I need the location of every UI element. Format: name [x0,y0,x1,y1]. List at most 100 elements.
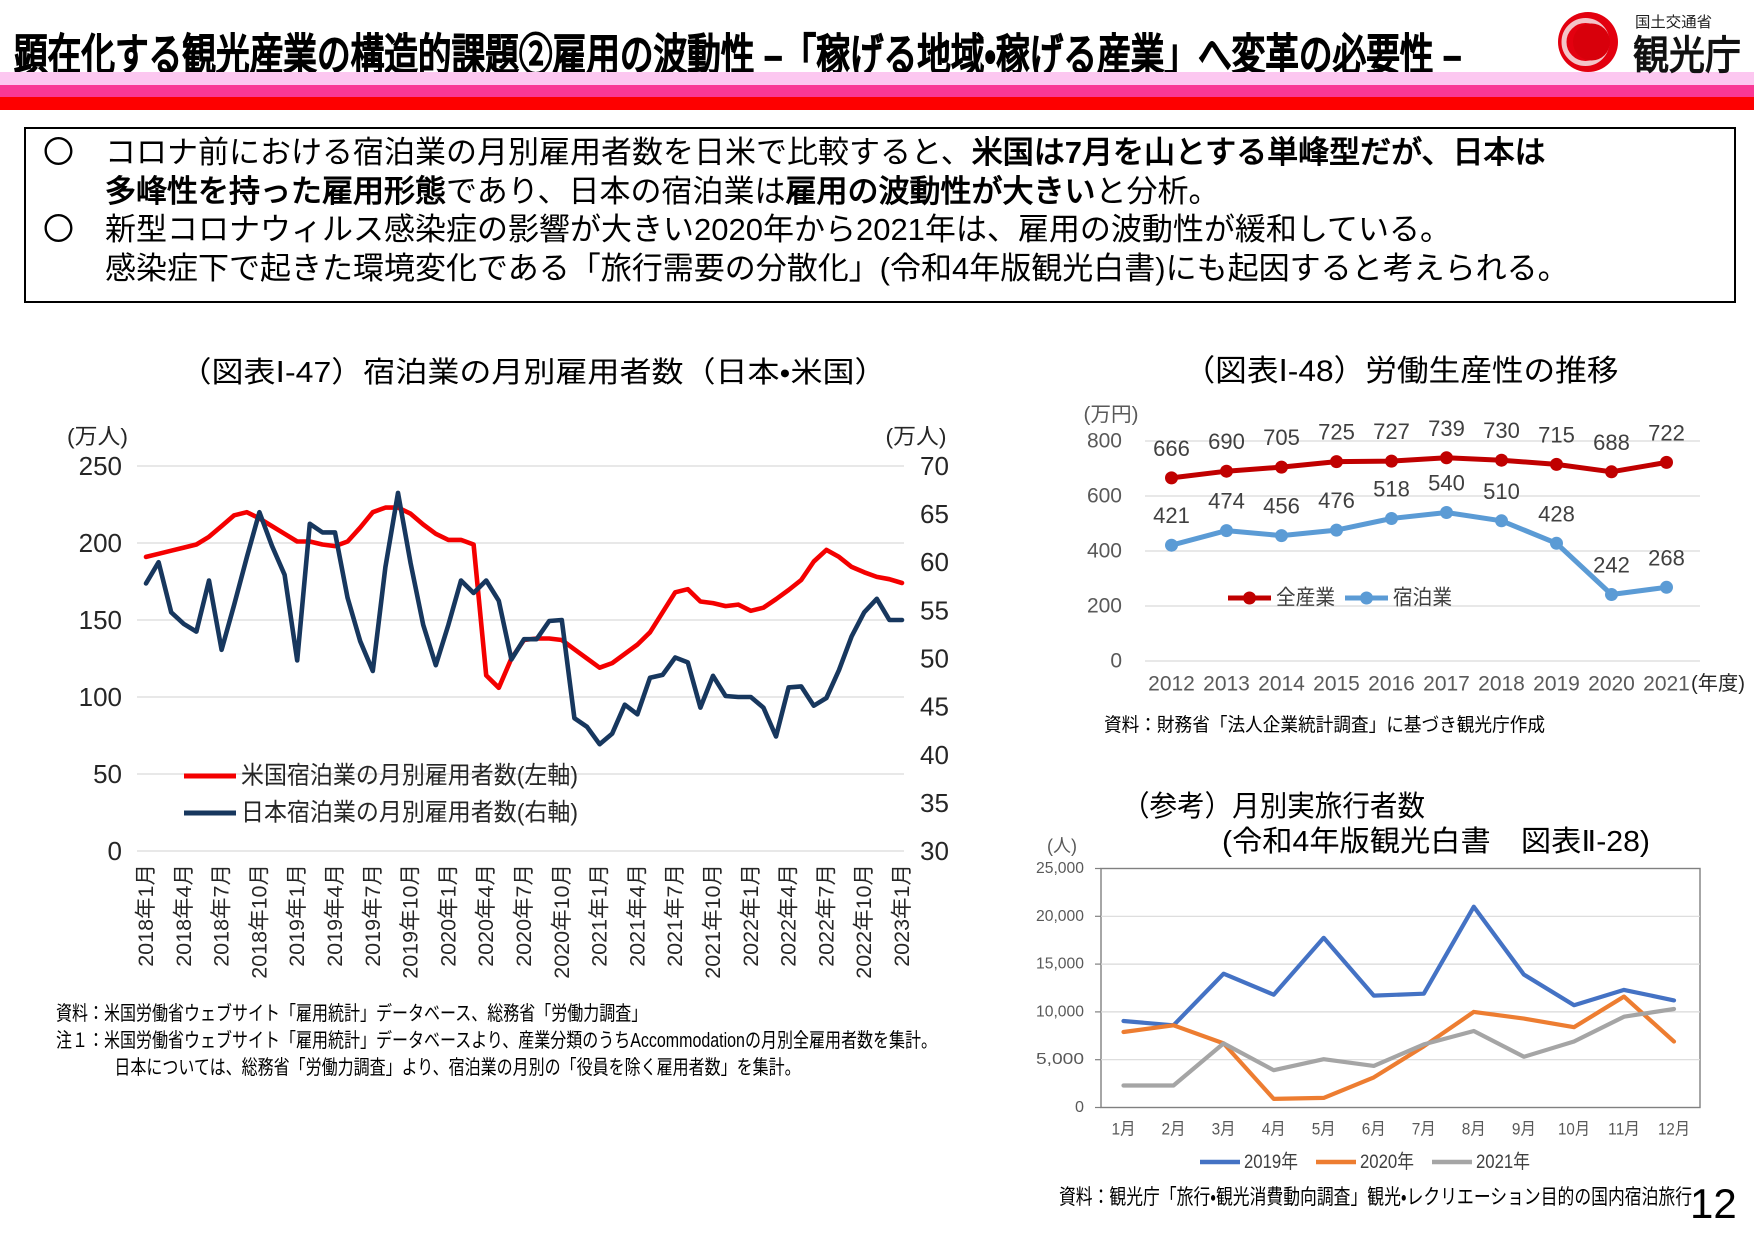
svg-text:2021年: 2021年 [1476,1151,1530,1173]
svg-text:2015: 2015 [1313,673,1360,696]
svg-text:45: 45 [920,692,949,722]
svg-text:2017: 2017 [1423,673,1470,696]
svg-text:2018年1月: 2018年1月 [134,864,158,967]
svg-text:600: 600 [1087,485,1122,508]
svg-text:2021: 2021 [1643,673,1690,696]
svg-text:3月: 3月 [1212,1120,1236,1139]
svg-text:400: 400 [1087,540,1122,563]
svg-text:690: 690 [1208,429,1245,454]
svg-text:2019年4月: 2019年4月 [323,864,347,967]
svg-text:55: 55 [920,595,949,625]
svg-text:2020年1月: 2020年1月 [436,864,460,967]
svg-text:268: 268 [1648,545,1685,570]
svg-text:5月: 5月 [1312,1120,1336,1139]
svg-text:15,000: 15,000 [1036,956,1084,973]
svg-text:242: 242 [1593,553,1630,578]
svg-text:200: 200 [1087,595,1122,618]
svg-text:宿泊業: 宿泊業 [1393,587,1452,610]
svg-text:2022年10月: 2022年10月 [852,864,876,979]
svg-text:(年度): (年度) [1691,672,1745,695]
svg-text:2020年7月: 2020年7月 [512,864,536,967]
svg-text:739: 739 [1428,416,1465,441]
svg-text:0: 0 [1075,1099,1084,1116]
svg-text:715: 715 [1538,422,1575,447]
svg-text:476: 476 [1318,488,1355,513]
svg-text:1月: 1月 [1112,1120,1136,1139]
svg-text:(万人): (万人) [886,424,947,449]
svg-text:421: 421 [1153,503,1190,528]
svg-text:666: 666 [1153,436,1190,461]
svg-text:(万人): (万人) [67,424,128,449]
svg-text:日本宿泊業の月別雇用者数(右軸): 日本宿泊業の月別雇用者数(右軸) [241,799,578,827]
svg-text:730: 730 [1483,418,1520,443]
svg-text:428: 428 [1538,501,1575,526]
svg-text:200: 200 [79,528,122,558]
svg-text:（図表Ⅰ-47）宿泊業の月別雇用者数（日本・米国）: （図表Ⅰ-47）宿泊業の月別雇用者数（日本・米国） [180,356,887,389]
svg-text:(万円): (万円) [1084,404,1139,426]
svg-text:150: 150 [79,605,122,635]
svg-text:全産業: 全産業 [1276,587,1335,610]
svg-text:60: 60 [920,547,949,577]
svg-text:70: 70 [920,451,949,481]
svg-text:0: 0 [1110,650,1122,673]
svg-text:35: 35 [920,788,949,818]
svg-text:（図表Ⅰ-48）労働生産性の推移: （図表Ⅰ-48）労働生産性の推移 [1184,355,1619,388]
svg-text:(令和4年版観光白書 図表Ⅱ-28): (令和4年版観光白書 図表Ⅱ-28) [1222,825,1650,858]
svg-text:2022年1月: 2022年1月 [739,864,763,967]
svg-text:2018年7月: 2018年7月 [210,864,234,967]
svg-text:250: 250 [79,451,122,481]
svg-text:2021年7月: 2021年7月 [663,864,687,967]
svg-text:705: 705 [1263,425,1300,450]
svg-text:2019年1月: 2019年1月 [285,864,309,967]
svg-text:米国宿泊業の月別雇用者数(左軸): 米国宿泊業の月別雇用者数(左軸) [241,762,578,790]
svg-text:65: 65 [920,499,949,529]
svg-text:540: 540 [1428,471,1465,496]
svg-text:2018年10月: 2018年10月 [247,864,271,979]
svg-text:727: 727 [1373,419,1410,444]
svg-text:2022年7月: 2022年7月 [814,864,838,967]
svg-text:11月: 11月 [1608,1120,1640,1139]
svg-text:510: 510 [1483,479,1520,504]
svg-text:2022年4月: 2022年4月 [777,864,801,967]
svg-text:30: 30 [920,836,949,866]
svg-text:722: 722 [1648,420,1685,445]
svg-text:2021年10月: 2021年10月 [701,864,725,979]
svg-text:518: 518 [1373,477,1410,502]
svg-text:12月: 12月 [1658,1120,1690,1139]
svg-text:10月: 10月 [1558,1120,1590,1139]
svg-text:7月: 7月 [1412,1120,1436,1139]
svg-text:50: 50 [93,759,122,789]
svg-text:474: 474 [1208,489,1245,514]
svg-text:4月: 4月 [1262,1120,1286,1139]
svg-text:2016: 2016 [1368,673,1415,696]
svg-text:資料：観光庁「旅行・観光消費動向調査」観光・レクリエーション: 資料：観光庁「旅行・観光消費動向調査」観光・レクリエーション目的の国内宿泊旅行 [1059,1186,1692,1209]
svg-text:2021年4月: 2021年4月 [625,864,649,967]
svg-text:50: 50 [920,644,949,674]
svg-text:0: 0 [108,836,122,866]
svg-text:2014: 2014 [1258,673,1305,696]
svg-text:2020年: 2020年 [1360,1151,1414,1173]
svg-text:2020: 2020 [1588,673,1635,696]
svg-text:2012: 2012 [1148,673,1195,696]
svg-text:2018: 2018 [1478,673,1525,696]
svg-text:100: 100 [79,682,122,712]
svg-text:2019年10月: 2019年10月 [399,864,423,979]
svg-text:688: 688 [1593,430,1630,455]
svg-text:2019年7月: 2019年7月 [361,864,385,967]
svg-text:8月: 8月 [1462,1120,1486,1139]
svg-text:観光庁: 観光庁 [1633,34,1741,76]
svg-text:2020年4月: 2020年4月 [474,864,498,967]
svg-text:20,000: 20,000 [1036,908,1084,925]
svg-text:国土交通省: 国土交通省 [1635,14,1712,31]
svg-text:800: 800 [1087,430,1122,453]
svg-text:2013: 2013 [1203,673,1250,696]
svg-text:資料：財務省「法人企業統計調査」に基づき観光庁作成: 資料：財務省「法人企業統計調査」に基づき観光庁作成 [1104,714,1545,736]
svg-text:2020年10月: 2020年10月 [550,864,574,979]
svg-text:40: 40 [920,740,949,770]
svg-text:456: 456 [1263,494,1300,519]
svg-text:10,000: 10,000 [1036,1003,1084,1020]
svg-text:2019年: 2019年 [1244,1151,1298,1173]
svg-text:2018年4月: 2018年4月 [172,864,196,967]
svg-text:2019: 2019 [1533,673,1580,696]
svg-text:(人): (人) [1047,836,1077,856]
